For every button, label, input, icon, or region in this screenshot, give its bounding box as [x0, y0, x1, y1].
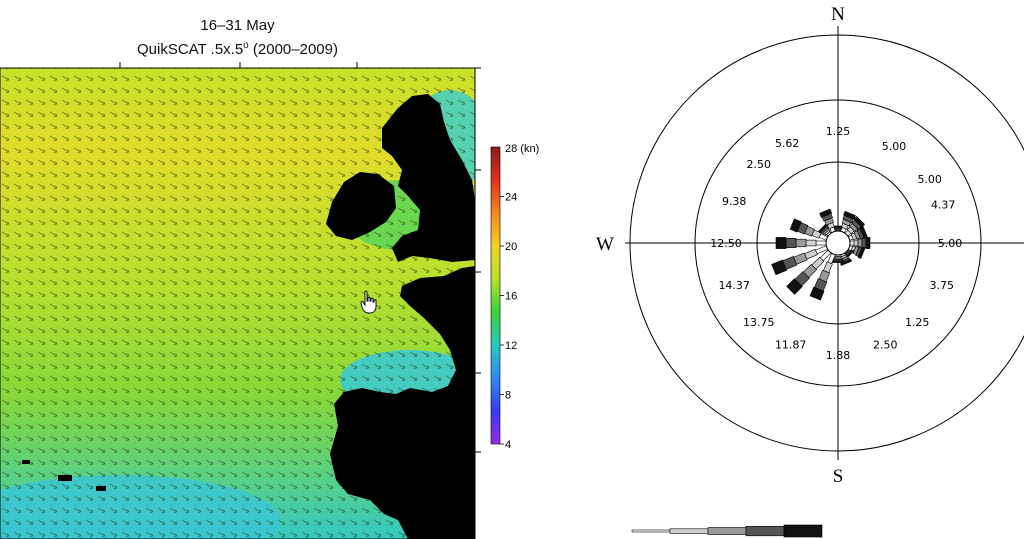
rose-petal — [775, 237, 827, 249]
rose-frequency-labels: 1.25 5.00 5.00 4.37 5.00 3.75 1.25 2.50 1.88 11.8… — [710, 125, 962, 362]
rose-petal-band — [771, 259, 787, 276]
colorbar-tick-label: 8 — [505, 390, 511, 402]
rose-frequency-label: 1.88 — [826, 349, 851, 362]
rose-petal-band — [789, 218, 802, 233]
rose-petal-band — [775, 237, 787, 249]
rose-petal-band — [805, 239, 817, 247]
rose-petal-band — [857, 246, 866, 259]
rose-petal-band — [865, 237, 871, 249]
rose-petal-band — [843, 210, 856, 220]
rose-petal-band — [840, 258, 852, 266]
azores-island — [22, 460, 30, 464]
rose-petal-band — [861, 238, 867, 248]
rose-petal-band — [819, 208, 833, 218]
colorbar-tick-label: 16 — [505, 291, 517, 303]
rose-petal — [840, 252, 852, 266]
map-title-period: 16–31 May — [200, 17, 275, 34]
colorbar-tick-label: 20 — [505, 241, 517, 253]
compass-north: N — [831, 4, 845, 25]
rose-frequency-label: 5.00 — [882, 140, 907, 153]
colorbar-tick-label: 24 — [505, 192, 517, 204]
rose-petal-band — [857, 238, 863, 248]
rose-petal-band — [809, 286, 825, 301]
rose-frequency-label: 3.75 — [930, 279, 955, 292]
speed-legend-bar — [631, 524, 823, 538]
continental-europe — [330, 266, 475, 539]
rose-petal — [847, 226, 868, 241]
hand-cursor-icon — [360, 290, 377, 314]
great-britain — [382, 94, 475, 262]
rose-petal — [844, 215, 866, 237]
rose-frequency-label: 5.62 — [775, 137, 800, 150]
rose-petal-band — [853, 215, 866, 228]
speed-legend-segment — [669, 528, 709, 534]
compass-south: S — [833, 466, 844, 487]
colorbar-ticks: 24 20 16 12 8 4 — [500, 192, 517, 451]
rose-frequency-label: 5.00 — [938, 237, 963, 250]
rose-petal-band — [786, 278, 803, 295]
speed-legend-segment — [783, 524, 823, 538]
azores-island — [96, 486, 106, 491]
rose-frequency-label: 1.25 — [826, 125, 851, 138]
rose-petal — [809, 252, 836, 301]
map-title: 16–31 May QuikSCAT .5x.5o (2000–2009) — [0, 16, 475, 60]
speed-legend-segment — [631, 529, 671, 533]
rose-calm-circle — [825, 230, 851, 256]
rose-frequency-label: 12.50 — [710, 237, 742, 250]
rose-frequency-label: 1.25 — [905, 316, 930, 329]
rose-petal-band — [832, 260, 844, 263]
rose-petal-band — [795, 238, 807, 248]
rose-petal-band — [815, 240, 827, 246]
rose-frequency-label: 4.37 — [931, 199, 956, 212]
rose-frequency-label: 2.50 — [873, 339, 898, 352]
azores-island — [58, 475, 72, 481]
map-title-source: QuikSCAT .5x.5o (2000–2009) — [137, 40, 338, 58]
rose-frequency-label: 11.87 — [775, 339, 807, 352]
map-frame — [0, 67, 476, 539]
rose-frequency-label: 14.37 — [718, 279, 750, 292]
map-ticks — [119, 62, 481, 453]
rose-petals — [771, 208, 871, 301]
rose-petal-band — [853, 239, 859, 247]
rose-petal — [818, 223, 832, 237]
rose-petal-band — [785, 238, 797, 248]
colorbar-tick-label: 12 — [505, 340, 517, 352]
rose-frequency-label: 9.38 — [722, 195, 747, 208]
rose-petal — [786, 249, 832, 295]
rose-petal-band — [849, 240, 855, 246]
ireland — [326, 172, 396, 240]
rose-petal — [849, 237, 871, 249]
map-area — [0, 68, 475, 539]
speed-legend-segment — [707, 527, 747, 535]
rose-frequency-label: 5.00 — [917, 173, 942, 186]
rose-frequency-label: 13.75 — [743, 316, 775, 329]
colorbar-max-label: 28 (kn) — [505, 143, 539, 155]
rose-frequency-label: 2.50 — [747, 158, 772, 171]
speed-legend-segment — [745, 525, 785, 537]
rose-petal — [771, 245, 829, 276]
colorbar-tick-label: 4 — [505, 439, 511, 451]
compass-west: W — [596, 234, 614, 255]
